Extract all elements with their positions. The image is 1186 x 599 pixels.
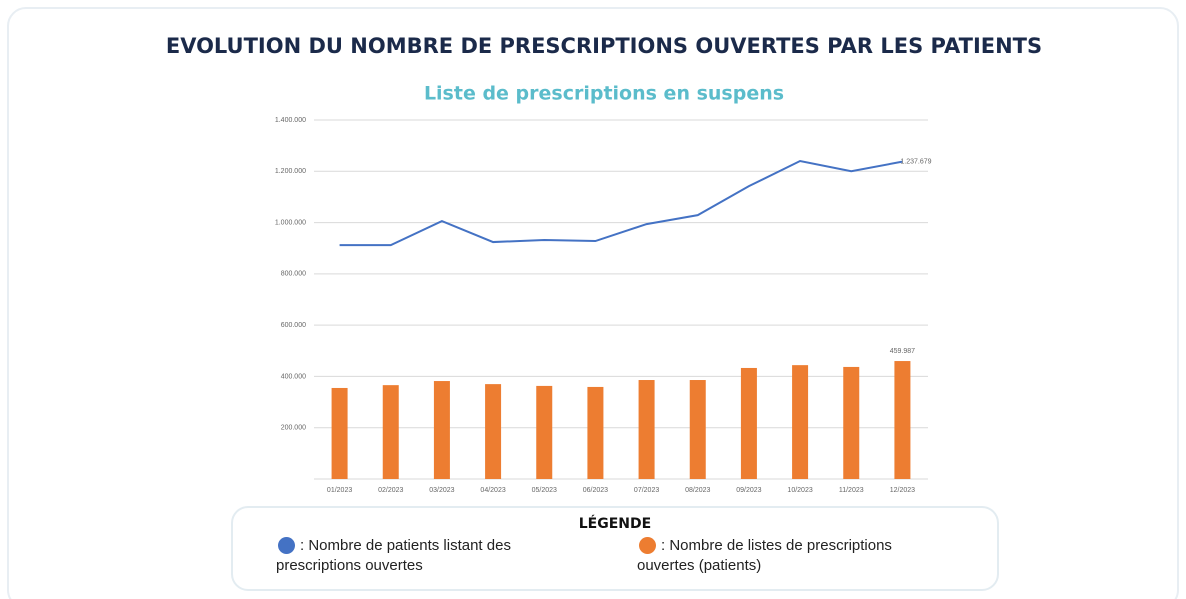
y-tick-label: 200.000 [281, 425, 306, 432]
card [7, 7, 1179, 599]
y-tick-label: 400.000 [281, 373, 306, 380]
x-tick-label: 04/2023 [480, 487, 505, 494]
bar [331, 387, 348, 479]
bar [485, 384, 502, 479]
x-tick-label: 01/2023 [327, 487, 352, 494]
y-tick-label: 1.000.000 [275, 219, 306, 226]
x-tick-label: 06/2023 [583, 487, 608, 494]
x-tick-label: 03/2023 [429, 487, 454, 494]
x-tick-label: 09/2023 [736, 487, 761, 494]
y-tick-label: 600.000 [281, 322, 306, 329]
data-label: 1.237.679 [900, 158, 931, 165]
legend-swatch [639, 537, 656, 554]
chart-title: EVOLUTION DU NOMBRE DE PRESCRIPTIONS OUV… [166, 34, 1042, 58]
x-tick-label: 02/2023 [378, 487, 403, 494]
legend-box [231, 506, 999, 591]
x-tick-label: 07/2023 [634, 487, 659, 494]
x-tick-label: 12/2023 [890, 487, 915, 494]
y-tick-label: 1.400.000 [275, 117, 306, 124]
bar [638, 380, 655, 479]
bar [536, 385, 553, 479]
bar [792, 365, 809, 479]
x-tick-label: 11/2023 [839, 487, 864, 494]
legend-entry: : Nombre de listes de prescriptions ouve… [637, 537, 892, 574]
bar [433, 381, 450, 479]
chart-subtitle: Liste de prescriptions en suspens [424, 83, 784, 105]
legend-entry: : Nombre de patients listant des prescri… [276, 537, 511, 574]
x-tick-label: 10/2023 [787, 487, 812, 494]
data-label: 459.987 [890, 348, 915, 355]
bar [689, 380, 706, 479]
y-tick-label: 800.000 [281, 271, 306, 278]
bar [843, 366, 860, 479]
legend-title: LÉGENDE [579, 515, 651, 532]
bar [587, 386, 604, 479]
x-tick-label: 08/2023 [685, 487, 710, 494]
line [339, 159, 903, 247]
bar [740, 367, 757, 479]
legend-swatch [278, 537, 295, 554]
bar [382, 385, 399, 479]
bar [894, 361, 911, 479]
x-tick-label: 05/2023 [532, 487, 557, 494]
y-tick-label: 1.200.000 [275, 168, 306, 175]
